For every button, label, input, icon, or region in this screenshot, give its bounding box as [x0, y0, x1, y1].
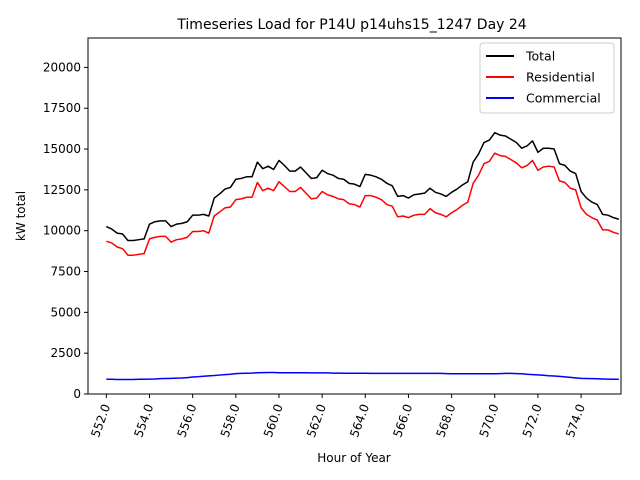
y-tick-label: 0	[73, 387, 81, 401]
series-line-commercial	[106, 371, 619, 381]
y-tick-label: 12500	[43, 183, 81, 197]
plot-area	[106, 131, 620, 381]
y-tick-label: 17500	[43, 101, 81, 115]
x-axis-label: Hour of Year	[317, 451, 391, 465]
series-layer	[106, 131, 620, 381]
chart-title: Timeseries Load for P14U p14uhs15_1247 D…	[176, 17, 526, 33]
legend-label-total: Total	[525, 49, 555, 64]
y-tick-label: 20000	[43, 60, 81, 74]
series-line-total	[106, 131, 620, 242]
plot-frame	[87, 37, 622, 395]
y-tick-label: 5000	[50, 305, 81, 319]
legend: Total Residential Commercial	[479, 42, 615, 114]
series-line-residential	[106, 152, 620, 256]
y-axis-label: kW total	[14, 191, 28, 241]
legend-label-commercial: Commercial	[526, 91, 601, 106]
y-tick-label: 10000	[43, 224, 81, 238]
y-tick-label: 15000	[43, 142, 81, 156]
legend-label-residential: Residential	[526, 70, 595, 85]
y-tick-label: 7500	[50, 265, 81, 279]
y-tick-label: 2500	[50, 346, 81, 360]
y-axis: 0 2500 5000 7500 10000 12500 15000 17500 20000	[43, 60, 88, 401]
legend-box	[479, 42, 615, 114]
